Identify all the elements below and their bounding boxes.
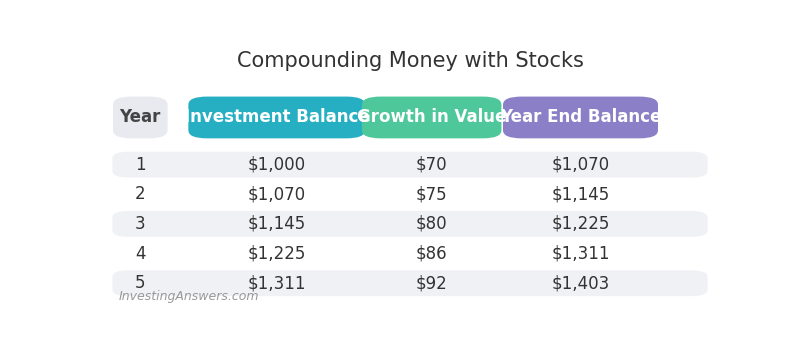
Text: $1,145: $1,145 [551, 185, 610, 203]
Text: $86: $86 [416, 245, 447, 262]
FancyBboxPatch shape [503, 97, 658, 138]
Text: $75: $75 [416, 185, 447, 203]
Text: $1,070: $1,070 [551, 156, 610, 174]
FancyBboxPatch shape [362, 97, 502, 138]
Text: $1,311: $1,311 [247, 274, 306, 292]
Text: Year End Balance: Year End Balance [500, 108, 661, 126]
Text: 3: 3 [135, 215, 146, 233]
Text: $1,070: $1,070 [248, 185, 306, 203]
Text: $70: $70 [416, 156, 447, 174]
Text: $92: $92 [416, 274, 447, 292]
FancyBboxPatch shape [112, 270, 708, 296]
Text: 4: 4 [135, 245, 146, 262]
FancyBboxPatch shape [112, 211, 708, 237]
FancyBboxPatch shape [113, 97, 167, 138]
FancyBboxPatch shape [112, 152, 708, 177]
Text: 2: 2 [135, 185, 146, 203]
Text: $1,311: $1,311 [551, 245, 610, 262]
FancyBboxPatch shape [188, 97, 365, 138]
Text: $1,225: $1,225 [247, 245, 306, 262]
Text: $80: $80 [416, 215, 447, 233]
Text: Growth in Value: Growth in Value [357, 108, 506, 126]
Text: Year: Year [120, 108, 161, 126]
Text: Investment Balance: Investment Balance [184, 108, 370, 126]
Text: 1: 1 [135, 156, 146, 174]
Text: $1,000: $1,000 [248, 156, 306, 174]
Text: Compounding Money with Stocks: Compounding Money with Stocks [237, 51, 583, 71]
Text: InvestingAnswers.com: InvestingAnswers.com [118, 290, 259, 303]
Text: $1,145: $1,145 [247, 215, 306, 233]
Text: 5: 5 [135, 274, 146, 292]
Text: $1,225: $1,225 [551, 215, 610, 233]
Text: $1,403: $1,403 [551, 274, 610, 292]
